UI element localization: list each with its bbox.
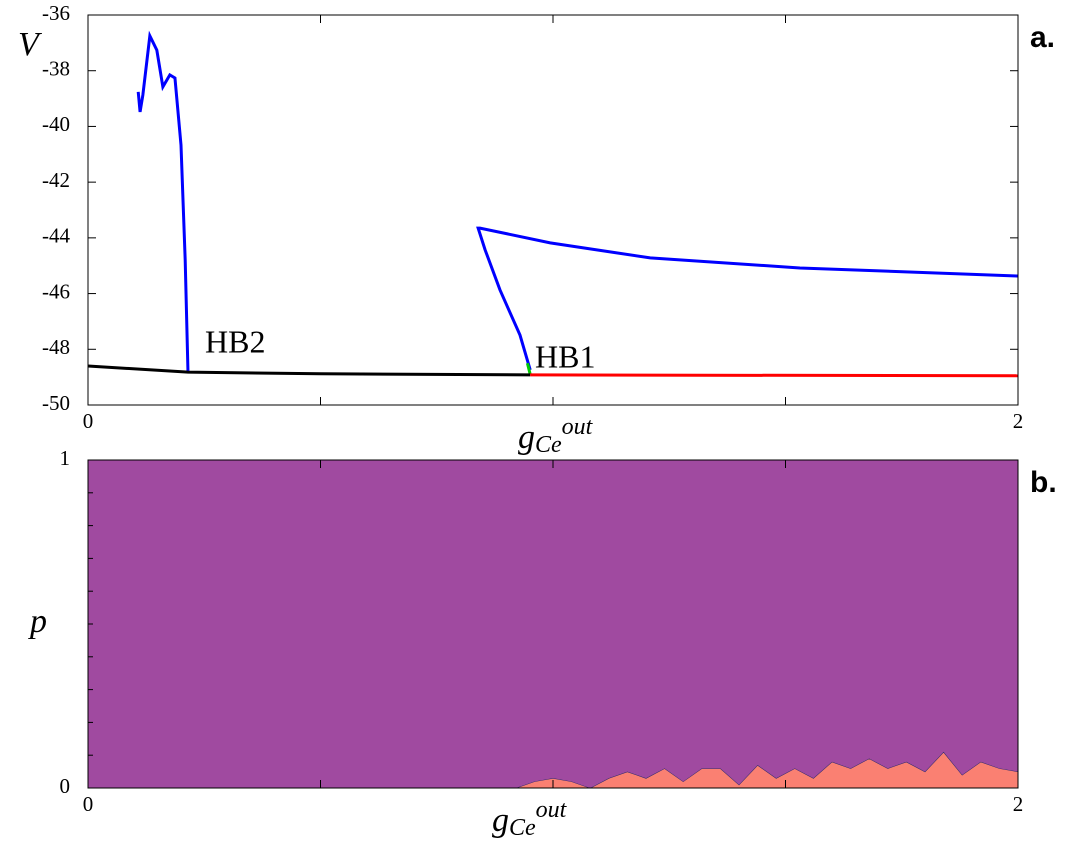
y-tick-label: -40 [42, 112, 70, 136]
plot-lines [87, 30, 1019, 378]
x-label-base: g [518, 419, 535, 456]
line [525, 362, 532, 375]
x-label-sub: Ce [535, 432, 562, 458]
x-label-base: g [492, 802, 509, 839]
x-tick-label: 2 [1013, 792, 1024, 816]
y-tick-label: -46 [42, 279, 70, 303]
annotation: HB1 [535, 338, 595, 374]
annotation: HB2 [205, 323, 265, 359]
y-axis-label: V [18, 26, 43, 63]
y-tick-label: -50 [42, 391, 70, 415]
panel-label: b. [1030, 466, 1057, 499]
x-label-sup: out [562, 414, 594, 440]
x-label-sup: out [536, 797, 568, 823]
line [476, 226, 1019, 371]
y-axis-label: p [28, 603, 47, 640]
line [136, 30, 190, 372]
y-tick-label: -42 [42, 168, 70, 192]
y-tick-label: -48 [42, 335, 70, 359]
y-tick-label: 0 [60, 774, 71, 798]
panel-label: a. [1030, 21, 1055, 54]
x-label-sub: Ce [509, 815, 536, 841]
x-tick-label: 0 [83, 792, 94, 816]
x-axis-label: gCeout [492, 797, 568, 841]
line [87, 364, 531, 377]
y-tick-label: -44 [42, 224, 70, 248]
x-tick-label: 2 [1013, 409, 1024, 433]
y-tick-label: -36 [42, 1, 70, 25]
x-axis-label: gCeout [518, 414, 594, 458]
y-tick-label: -38 [42, 57, 70, 81]
x-tick-label: 0 [83, 409, 94, 433]
area [88, 460, 1018, 788]
y-tick-label: 1 [60, 446, 71, 470]
line [530, 373, 1019, 378]
